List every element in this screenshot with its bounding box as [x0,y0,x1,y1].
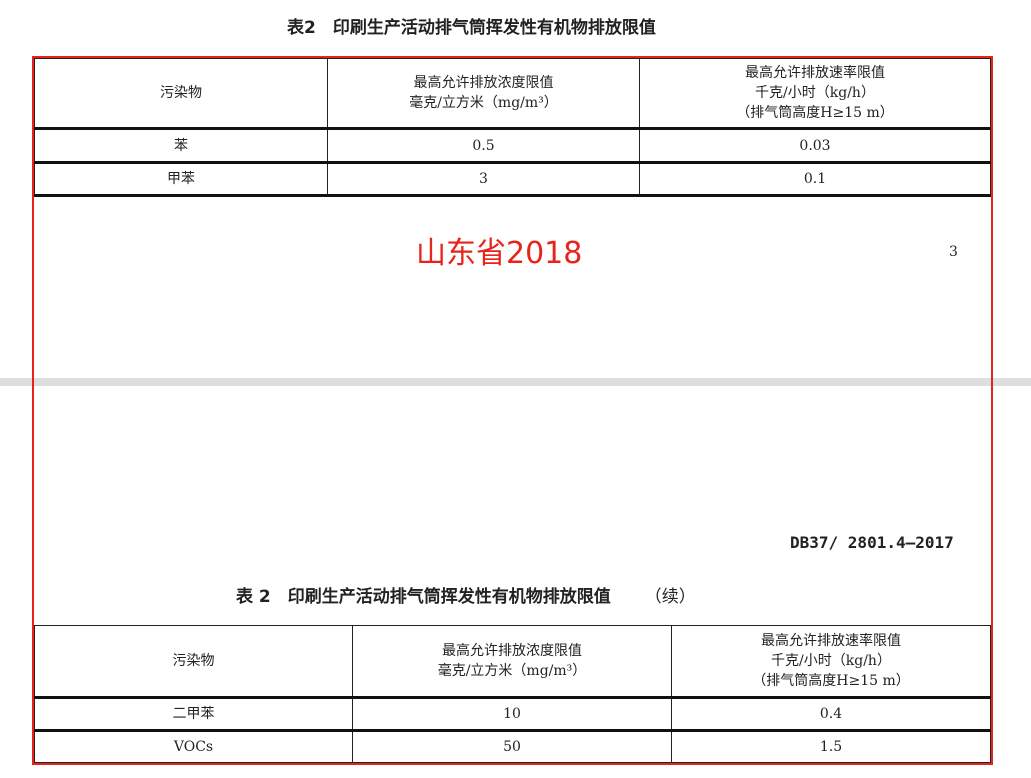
cell-concentration: 0.5 [327,128,640,164]
cell-rate: 0.1 [639,162,991,197]
cell-concentration: 3 [327,162,640,197]
table-row: 二甲苯 10 0.4 [34,697,991,732]
table2: 污染物 最高允许排放浓度限值 毫克/立方米（mg/m³） 最高允许排放速率限值 千克… [34,625,991,763]
table-row: VOCs 50 1.5 [34,730,991,763]
header-rate: 最高允许排放速率限值 千克/小时（kg/h） （排气筒高度H≥15 m） [671,625,991,699]
header-concentration: 最高允许排放浓度限值 毫克/立方米（mg/m³） [352,625,672,699]
cell-concentration: 50 [352,730,672,763]
header-rate-label: 最高允许排放速率限值 [745,65,885,81]
header-pollutant: 污染物 [34,625,353,699]
red-highlight-box [32,56,993,765]
header-rate-unit: 千克/小时（kg/h） [771,653,891,669]
header-concentration-unit: 毫克/立方米（mg/m³） [437,663,587,679]
table2-header-row: 污染物 最高允许排放浓度限值 毫克/立方米（mg/m³） 最高允许排放速率限值 千克… [34,625,991,699]
header-concentration: 最高允许排放浓度限值 毫克/立方米（mg/m³） [327,58,640,130]
table-row: 苯 0.5 0.03 [34,128,991,164]
cell-pollutant: 二甲苯 [34,697,353,732]
table2-title: 表 2 印刷生产活动排气筒挥发性有机物排放限值 （续） [236,582,696,607]
header-rate-note: （排气筒高度H≥15 m） [752,673,910,689]
header-concentration-label: 最高允许排放浓度限值 [413,75,554,91]
cell-concentration: 10 [352,697,672,732]
header-concentration-unit: 毫克/立方米（mg/m³） [409,95,558,111]
table-row: 甲苯 3 0.1 [34,162,991,197]
cell-rate: 1.5 [671,730,991,763]
header-concentration-label: 最高允许排放浓度限值 [442,643,582,659]
cell-pollutant: 甲苯 [34,162,328,197]
cell-rate: 0.03 [639,128,991,164]
page-separator [0,378,1031,386]
header-rate: 最高允许排放速率限值 千克/小时（kg/h） （排气筒高度H≥15 m） [639,58,991,130]
table2-title-suffix: （续） [644,587,696,607]
table2-title-text: 表 2 印刷生产活动排气筒挥发性有机物排放限值 [236,587,611,607]
header-rate-unit: 千克/小时（kg/h） [755,85,875,101]
page-number: 3 [949,244,958,260]
cell-rate: 0.4 [671,697,991,732]
table1-header-row: 污染物 最高允许排放浓度限值 毫克/立方米（mg/m³） 最高允许排放速率限值 千克… [34,58,991,130]
cell-pollutant: 苯 [34,128,328,164]
header-pollutant: 污染物 [34,58,328,130]
cell-pollutant: VOCs [34,730,353,763]
table1: 污染物 最高允许排放浓度限值 毫克/立方米（mg/m³） 最高允许排放速率限值 千克… [34,58,991,197]
header-rate-label: 最高允许排放速率限值 [761,633,901,649]
standard-code: DB37/ 2801.4—2017 [790,533,954,552]
header-rate-note: （排气筒高度H≥15 m） [736,105,894,121]
table1-title: 表2 印刷生产活动排气筒挥发性有机物排放限值 [287,18,656,38]
red-annotation: 山东省2018 [416,236,583,271]
